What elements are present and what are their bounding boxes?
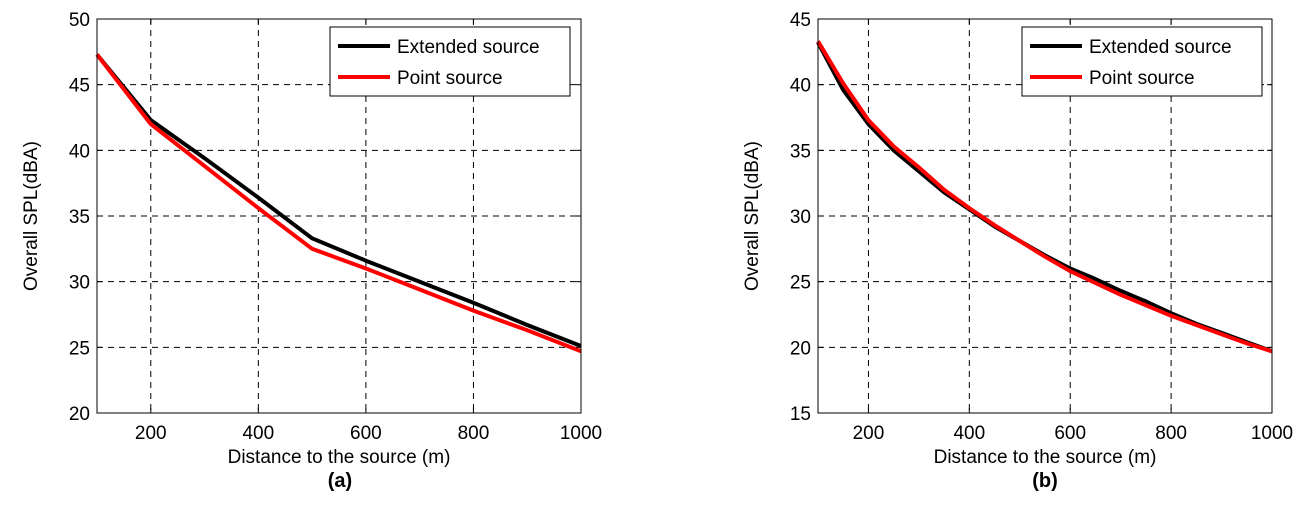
x-axis-label: Distance to the source (m) xyxy=(934,447,1157,468)
y-tick-label: 35 xyxy=(69,207,90,228)
y-tick-label: 30 xyxy=(790,207,811,228)
y-tick-label: 15 xyxy=(790,404,811,425)
series-line-point-source xyxy=(816,40,1273,354)
y-tick-label: 25 xyxy=(790,273,811,294)
y-tick-label: 20 xyxy=(69,404,90,425)
y-tick-label: 40 xyxy=(69,141,90,162)
legend-box xyxy=(1021,26,1263,97)
y-axis-label: Overall SPL(dBA) xyxy=(21,141,42,291)
y-tick-label: 20 xyxy=(790,338,811,359)
series-line-point-source xyxy=(95,53,582,354)
legend-label: Point source xyxy=(1089,68,1195,89)
chart-panel-a: 200 400 600 800 1000 20 25 30 35 40 45 50 Distance t… xyxy=(21,10,602,468)
x-tick-label: 400 xyxy=(953,423,985,444)
y-tick-label: 35 xyxy=(790,141,811,162)
caption-b: (b) xyxy=(1032,470,1058,492)
legend-label: Extended source xyxy=(397,37,540,58)
y-tick-label: 50 xyxy=(69,10,90,31)
legend: Extended source Point source xyxy=(329,26,571,97)
caption-a: (a) xyxy=(327,470,353,492)
x-tick-label: 400 xyxy=(242,423,274,444)
y-axis-label: Overall SPL(dBA) xyxy=(742,141,763,291)
x-tick-label: 1000 xyxy=(1251,423,1293,444)
y-tick-label: 25 xyxy=(69,338,90,359)
chart-panel-b: 200 400 600 800 1000 15 20 25 30 35 40 45 Distance t… xyxy=(742,10,1293,468)
x-tick-label: 200 xyxy=(853,423,885,444)
x-axis-label: Distance to the source (m) xyxy=(228,447,451,468)
y-tick-label: 45 xyxy=(69,76,90,97)
x-tick-label: 200 xyxy=(135,423,167,444)
x-tick-label: 800 xyxy=(1155,423,1187,444)
y-tick-label: 30 xyxy=(69,273,90,294)
x-tick-label: 1000 xyxy=(560,423,602,444)
legend-label: Extended source xyxy=(1089,37,1232,58)
x-tick-label: 600 xyxy=(350,423,382,444)
x-tick-label: 600 xyxy=(1054,423,1086,444)
legend-label: Point source xyxy=(397,68,503,89)
x-tick-label: 800 xyxy=(458,423,490,444)
y-tick-label: 40 xyxy=(790,76,811,97)
y-tick-label: 45 xyxy=(790,10,811,31)
legend-box xyxy=(329,26,571,97)
legend: Extended source Point source xyxy=(1021,26,1263,97)
series-line-extended-source xyxy=(95,53,582,348)
